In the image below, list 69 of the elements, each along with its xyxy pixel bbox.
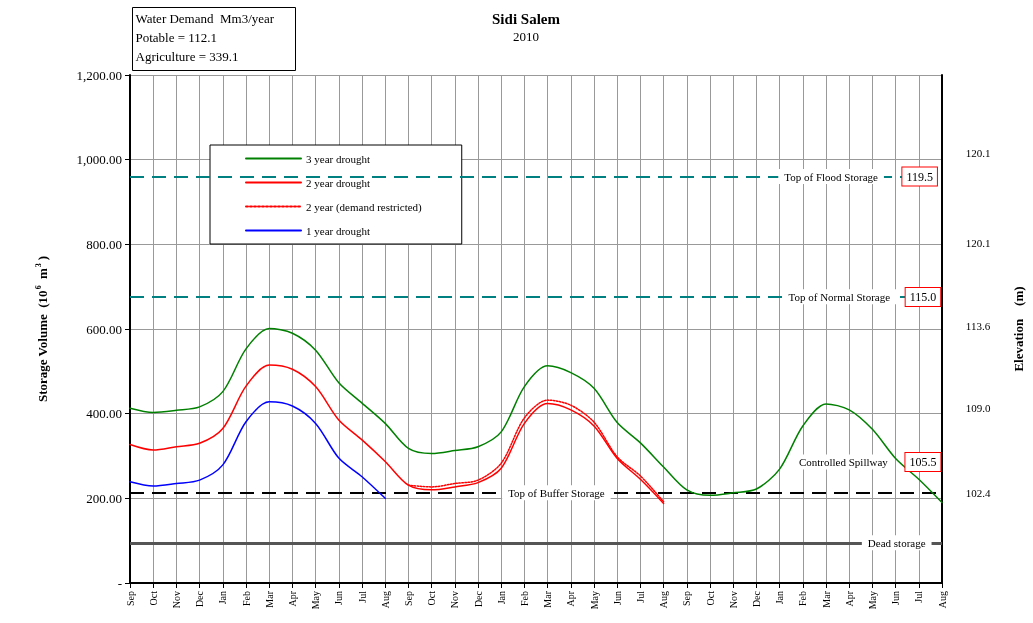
x-tick-label: Oct (147, 590, 159, 606)
text: 120.1 (965, 146, 991, 159)
x-tick-label: Sep (124, 591, 136, 606)
y-tick-label: 800.00 (86, 236, 122, 252)
text: 113.6 (965, 320, 991, 333)
legend-label: 3 year drought (306, 152, 371, 165)
legend-label: 2 year (demand restricted) (306, 200, 423, 214)
text: Potable = 112.1 (135, 29, 218, 45)
x-tick-label: Feb (797, 591, 809, 606)
y-tick-label: 1,200.00 (76, 67, 122, 83)
x-tick-label: Jan (495, 591, 507, 605)
x-tick-label: Dec (472, 590, 484, 608)
chart-subtitle: 2010 (513, 29, 539, 44)
x-tick-label: Oct (704, 590, 716, 606)
x-tick-label: Jul (634, 590, 646, 603)
x-tick-label: Aug (936, 591, 948, 609)
x-tick-label: Mar (820, 590, 832, 608)
y-tick-label: 400.00 (86, 406, 122, 422)
x-tick-label: Jul (356, 590, 368, 603)
text: Agriculture = 339.1 (135, 48, 239, 64)
chart-title: Sidi Salem (492, 10, 561, 27)
ref-line-label: Top of Buffer Storage (508, 486, 605, 499)
x-tick-label: Apr (565, 590, 577, 607)
x-tick-label: Nov (449, 591, 461, 609)
ref-line-label: Top of Normal Storage (788, 290, 891, 303)
x-tick-label: Feb (518, 591, 530, 606)
x-tick-label: Aug (658, 591, 670, 609)
y-axis-title: Storage Volume (106 m3) (33, 255, 50, 402)
x-tick-label: Jan (217, 591, 229, 605)
ref-line-label: Top of Flood Storage (784, 170, 879, 183)
annotation: 105.5 (909, 455, 937, 470)
text: Water Demand Mm3/year (135, 10, 275, 26)
x-tick-label: Jun (890, 591, 902, 605)
x-tick-label: Mar (263, 590, 275, 608)
line-series (129, 401, 386, 500)
x-tick-label: Mar (542, 590, 554, 608)
x-tick-label: Apr (843, 590, 855, 607)
ref-line-label: Dead storage (867, 536, 926, 549)
y-tick-label: - (117, 575, 122, 591)
annotation: 119.5 (906, 169, 933, 184)
x-tick-label: Nov (727, 591, 739, 609)
x-tick-label: Dec (194, 590, 206, 608)
x-tick-label: Aug (379, 591, 391, 609)
text: 109.0 (965, 401, 991, 414)
x-tick-label: Sep (681, 591, 693, 606)
y2-axis-title: Elevation (m) (1011, 286, 1026, 372)
annotation: Controlled Spillway (798, 456, 889, 469)
x-tick-label: May (310, 591, 322, 610)
text: 120.1 (965, 236, 991, 249)
x-tick-label: Nov (170, 591, 182, 609)
y-tick-label: 200.00 (86, 490, 122, 506)
legend-label: 2 year drought (306, 176, 371, 189)
y-tick-label: 1,000.00 (76, 152, 122, 168)
x-tick-label: Dec (750, 590, 762, 608)
x-tick-label: Sep (402, 591, 414, 606)
x-tick-label: May (588, 591, 600, 610)
x-tick-label: Jul (913, 590, 925, 603)
y-tick-label: 600.00 (86, 321, 122, 337)
x-tick-label: May (866, 591, 878, 610)
line-series (129, 327, 943, 504)
x-tick-label: Feb (240, 591, 252, 606)
text: 102.4 (965, 487, 991, 500)
legend-label: 1 year drought (306, 224, 371, 237)
x-tick-label: Apr (286, 590, 298, 607)
annotation: 115.0 (909, 290, 937, 304)
x-tick-label: Oct (426, 590, 438, 606)
x-tick-label: Jan (774, 591, 786, 605)
x-tick-label: Jun (611, 591, 623, 605)
x-tick-label: Jun (333, 591, 345, 605)
